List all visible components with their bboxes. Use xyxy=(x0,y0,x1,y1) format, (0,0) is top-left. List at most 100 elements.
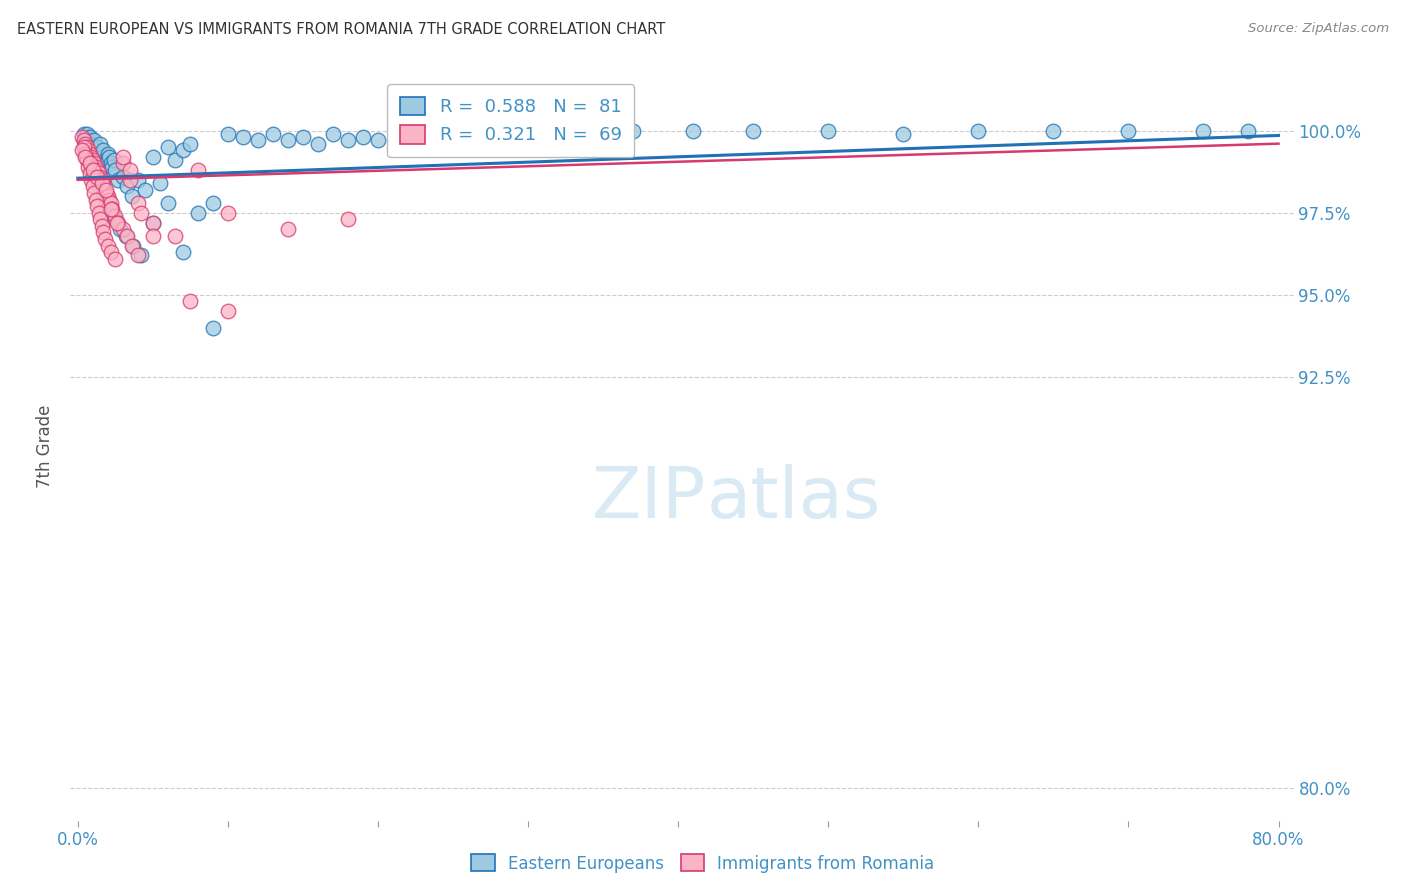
Point xyxy=(201,195,224,210)
Point xyxy=(80,160,103,174)
Point xyxy=(120,173,142,187)
Point xyxy=(76,140,98,154)
Point xyxy=(336,212,359,227)
Point xyxy=(217,127,239,141)
Point xyxy=(83,186,105,200)
Point xyxy=(89,212,111,227)
Point xyxy=(1042,123,1064,137)
Point xyxy=(91,176,114,190)
Point xyxy=(76,127,98,141)
Point xyxy=(89,169,111,184)
Point xyxy=(83,166,105,180)
Point xyxy=(891,127,914,141)
Point xyxy=(104,209,127,223)
Point xyxy=(77,160,100,174)
Point xyxy=(94,153,117,167)
Point xyxy=(75,146,97,161)
Point xyxy=(100,195,122,210)
Point xyxy=(682,123,704,137)
Point xyxy=(967,123,990,137)
Point xyxy=(104,212,127,227)
Point xyxy=(517,123,540,137)
Point xyxy=(80,136,103,151)
Point xyxy=(75,146,97,161)
Point xyxy=(83,156,105,170)
Point xyxy=(472,127,495,141)
Point xyxy=(165,153,187,167)
Point xyxy=(96,183,118,197)
Point xyxy=(217,205,239,219)
Point xyxy=(98,193,121,207)
Legend: R =  0.588   N =  81, R =  0.321   N =  69: R = 0.588 N = 81, R = 0.321 N = 69 xyxy=(387,84,634,157)
Point xyxy=(117,228,139,243)
Point xyxy=(105,215,128,229)
Point xyxy=(89,136,111,151)
Point xyxy=(82,163,104,178)
Legend: Eastern Europeans, Immigrants from Romania: Eastern Europeans, Immigrants from Roman… xyxy=(465,847,941,880)
Point xyxy=(87,166,110,180)
Point xyxy=(73,127,96,141)
Point xyxy=(89,179,111,194)
Point xyxy=(101,202,124,217)
Point xyxy=(91,226,114,240)
Point xyxy=(80,150,103,164)
Point xyxy=(97,146,120,161)
Point xyxy=(76,153,98,167)
Point xyxy=(129,205,152,219)
Point xyxy=(817,123,839,137)
Point xyxy=(117,179,139,194)
Point xyxy=(172,245,194,260)
Point xyxy=(96,186,118,200)
Point xyxy=(142,150,165,164)
Point xyxy=(86,199,108,213)
Point xyxy=(427,130,450,145)
Point xyxy=(232,130,254,145)
Point xyxy=(86,169,108,184)
Point xyxy=(149,176,172,190)
Point xyxy=(77,133,100,147)
Point xyxy=(307,136,329,151)
Point xyxy=(83,133,105,147)
Point xyxy=(111,222,134,236)
Point xyxy=(94,232,117,246)
Point xyxy=(103,153,125,167)
Point xyxy=(96,156,118,170)
Point xyxy=(172,143,194,157)
Text: atlas: atlas xyxy=(706,464,880,533)
Point xyxy=(75,136,97,151)
Point xyxy=(107,173,129,187)
Point xyxy=(336,133,359,147)
Point xyxy=(179,136,201,151)
Point xyxy=(79,166,101,180)
Text: ZIP: ZIP xyxy=(592,464,706,533)
Point xyxy=(246,133,269,147)
Point xyxy=(86,163,108,178)
Point xyxy=(121,189,143,203)
Point xyxy=(621,123,644,137)
Point xyxy=(100,156,122,170)
Point xyxy=(79,130,101,145)
Point xyxy=(187,163,209,178)
Point xyxy=(187,205,209,219)
Point xyxy=(101,205,124,219)
Point xyxy=(87,205,110,219)
Point xyxy=(127,173,149,187)
Point xyxy=(77,143,100,157)
Point xyxy=(396,127,419,141)
Point xyxy=(79,156,101,170)
Point xyxy=(73,133,96,147)
Point xyxy=(156,140,179,154)
Point xyxy=(129,248,152,262)
Point xyxy=(121,238,143,252)
Point xyxy=(352,130,374,145)
Point xyxy=(72,130,94,145)
Point xyxy=(100,245,122,260)
Point xyxy=(120,163,142,178)
Point xyxy=(75,130,97,145)
Point xyxy=(90,219,112,233)
Point xyxy=(80,173,103,187)
Point xyxy=(165,228,187,243)
Point xyxy=(91,143,114,157)
Point xyxy=(91,186,114,200)
Point xyxy=(90,176,112,190)
